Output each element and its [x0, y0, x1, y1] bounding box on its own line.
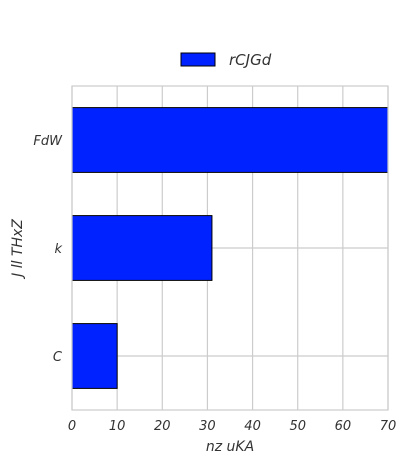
bar-FdW [71, 107, 389, 173]
x-axis-label: nz uKA [206, 439, 254, 455]
x-tick-label: 50 [289, 419, 306, 434]
y-tick-label: C [53, 350, 63, 365]
y-axis-label: J ll THxZ [10, 219, 26, 280]
x-tick-label: 30 [199, 419, 216, 434]
y-tick-label: FdW [33, 134, 63, 149]
bar-k [71, 215, 213, 281]
legend-label: rCJGd [229, 51, 272, 69]
x-tick-labels: 0 10 20 30 40 50 60 70 [68, 419, 396, 434]
y-tick-labels: FdW k C [33, 134, 63, 365]
x-tick-label: 20 [154, 419, 171, 434]
legend: rCJGd [180, 51, 272, 69]
x-tick-label: 60 [335, 419, 352, 434]
x-tick-label: 70 [380, 419, 397, 434]
x-tick-label: 10 [109, 419, 126, 434]
x-tick-label: 40 [244, 419, 261, 434]
bar-C [71, 323, 118, 389]
y-tick-label: k [54, 242, 62, 257]
plot-frame [71, 85, 389, 411]
x-tick-label: 0 [68, 419, 76, 434]
legend-swatch [180, 52, 216, 67]
